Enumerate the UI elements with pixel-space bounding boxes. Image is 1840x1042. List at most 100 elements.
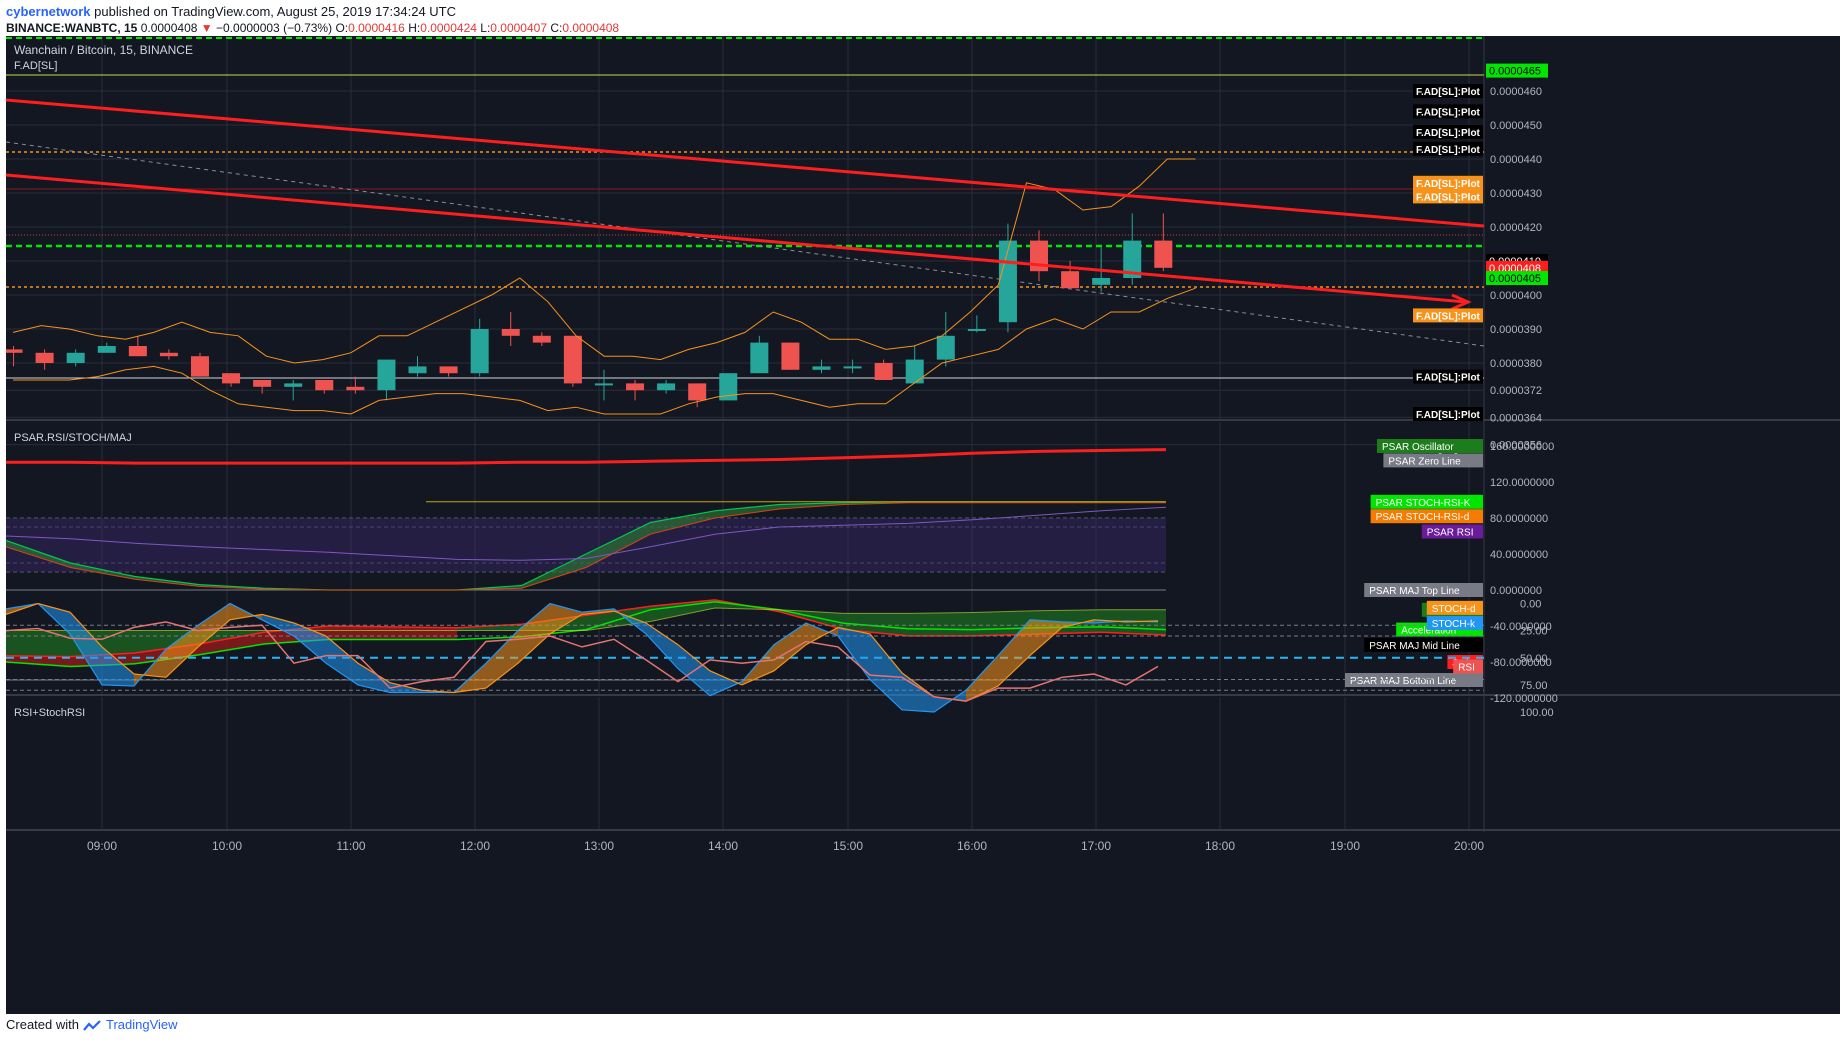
osc-tick-label: 40.0000000 xyxy=(1490,549,1548,561)
tradingview-link[interactable]: TradingView xyxy=(106,1017,178,1032)
candle-body xyxy=(594,383,613,386)
price-tick-label: 0.0000372 xyxy=(1490,385,1542,397)
candle xyxy=(128,335,147,357)
price-tick-label: 0.0000460 xyxy=(1490,86,1542,98)
chart-background xyxy=(6,36,1840,1014)
stoch-fill-segment xyxy=(326,636,358,685)
acceleration-line xyxy=(5,600,1167,668)
candle xyxy=(594,369,613,401)
price-tick-label: 0.0000420 xyxy=(1490,222,1542,234)
time-tick-label: 09:00 xyxy=(87,839,117,853)
candle xyxy=(967,315,986,333)
stoch-fill-segment xyxy=(806,623,838,645)
time-tick-label: 15:00 xyxy=(833,839,863,853)
candle xyxy=(843,359,862,374)
candle xyxy=(35,349,54,370)
red-arrow-icon xyxy=(1451,293,1472,311)
red-trendline-lower xyxy=(5,173,1467,304)
rsi-line xyxy=(5,621,1159,702)
candle-body xyxy=(377,359,396,391)
candle-body xyxy=(439,366,458,374)
candle-body xyxy=(874,363,893,380)
candle xyxy=(936,312,955,367)
chart-area[interactable]: 0.0000460 0.0000450 0.0000440 0.0000430 0.00… xyxy=(4,36,1840,1014)
osc-legend-bg xyxy=(1364,637,1483,652)
close-value: 0.0000408 xyxy=(562,21,620,35)
stoch-fill-segment xyxy=(934,690,966,712)
candle xyxy=(97,342,116,353)
psar-oscillator-line xyxy=(6,448,1167,465)
plot-label-bg xyxy=(1413,175,1483,190)
plot-label-bg xyxy=(1413,84,1483,98)
chart-canvas[interactable]: 0.0000460 0.0000450 0.0000440 0.0000430 0.00… xyxy=(4,36,1840,1014)
candle-body xyxy=(470,329,489,374)
footer: Created with TradingView xyxy=(6,1017,178,1032)
candle-body xyxy=(97,346,116,353)
candle-body xyxy=(781,342,800,370)
price-tick-label: 0.0000440 xyxy=(1490,154,1542,166)
pane1-title: Wanchain / Bitcoin, 15, BINANCE xyxy=(14,43,193,57)
rsi-tick-label: 0.00 xyxy=(1520,599,1541,611)
rsi-tick-label: 100.00 xyxy=(1520,707,1554,719)
osc-legend-bg xyxy=(1364,583,1483,597)
osc-tick-label: -40.0000000 xyxy=(1490,621,1552,633)
tradingview-logo-icon xyxy=(82,1019,101,1031)
osc-legend-bg xyxy=(1370,509,1483,524)
osc-tick-label: 160.0000000 xyxy=(1490,441,1554,453)
osc-legend-label: PSAR RSI xyxy=(1427,528,1474,539)
candle xyxy=(346,376,365,394)
open-value: 0.0000416 xyxy=(348,21,405,35)
plot-label-bg xyxy=(1413,104,1483,119)
band-lower-line xyxy=(13,287,1196,415)
plot-label: F.AD[SL]:Plot xyxy=(1416,107,1481,118)
time-tick-label: 10:00 xyxy=(212,839,242,853)
candle-body xyxy=(1154,240,1173,268)
stoch-fill-segment xyxy=(102,646,134,686)
rsi-tick-label: 75.00 xyxy=(1520,680,1548,692)
candle xyxy=(439,366,458,377)
candle-body xyxy=(4,349,23,353)
osc-tick-label: 0.0000000 xyxy=(1490,585,1542,597)
candle xyxy=(563,335,582,387)
rsi-legend-label: STOCH-k xyxy=(1432,619,1476,630)
price-tick-label: 0.0000356 xyxy=(1490,440,1542,452)
osc-tick-label: -120.0000000 xyxy=(1490,693,1558,705)
author-link[interactable]: cybernetwork xyxy=(6,4,91,19)
price-tag: 0.0000405 xyxy=(1489,273,1541,285)
rsi-tick-label: 50.00 xyxy=(1520,653,1548,665)
symbol-name: BINANCE:WANBTC, 15 xyxy=(6,21,138,35)
time-tick-label: 17:00 xyxy=(1081,839,1111,853)
rsi-legend-bg xyxy=(1426,616,1483,631)
psar-rsi-line xyxy=(5,506,1167,561)
candle xyxy=(222,373,241,387)
time-tick-label: 14:00 xyxy=(708,839,738,853)
osc-tick-label: 80.0000000 xyxy=(1490,513,1548,525)
rsi-tick-label: 25.00 xyxy=(1520,626,1548,638)
candle-body xyxy=(967,329,986,331)
candle xyxy=(626,380,645,401)
momentum-fill xyxy=(6,599,1166,657)
rsi-legend-bg xyxy=(1426,600,1483,615)
candle-body xyxy=(66,352,85,363)
stoch-fill-segment xyxy=(774,623,806,671)
diagonal-dashed-trendline xyxy=(5,141,1485,347)
osc-legend-bg xyxy=(1383,453,1483,468)
stoch-fill-segment xyxy=(518,603,550,664)
high-value: 0.0000424 xyxy=(420,21,477,35)
symbol-info: BINANCE:WANBTC, 15 0.0000408 ▼ −0.000000… xyxy=(6,21,619,35)
plot-label-bg xyxy=(1413,308,1483,323)
plot-label: F.AD[SL]:Plot xyxy=(1416,87,1481,98)
osc-legend-bg xyxy=(1377,439,1483,453)
osc-legend-bg xyxy=(1370,494,1483,509)
candle-body xyxy=(1061,271,1080,289)
osc-legend-label: PSAR MAJ Top Line xyxy=(1369,586,1460,597)
candle-body xyxy=(998,240,1017,323)
candle-body xyxy=(315,380,334,391)
candle xyxy=(750,335,769,374)
osc-legend-label: Acceleration xyxy=(1401,626,1456,637)
candle xyxy=(159,349,178,360)
stoch-fill-segment xyxy=(486,630,518,689)
candle-body xyxy=(128,346,147,357)
plot-label: F.AD[SL]:Plot xyxy=(1416,192,1481,203)
candle-body xyxy=(190,356,209,377)
